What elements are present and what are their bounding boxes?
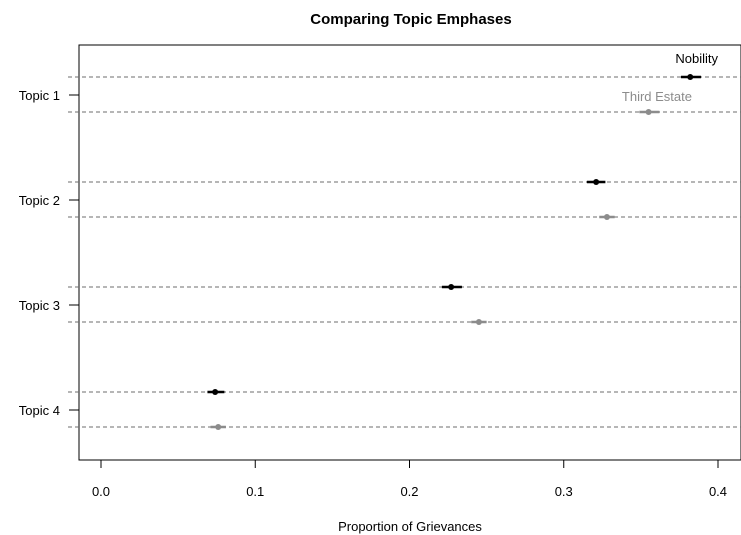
- x-tick-label: 0.3: [555, 484, 573, 499]
- chart-title: Comparing Topic Emphases: [310, 11, 511, 28]
- data-point: [475, 319, 482, 325]
- series-label-nobility: Nobility: [675, 51, 718, 66]
- y-axis: Topic 1 Topic 2 Topic 3 Topic 4: [19, 88, 79, 418]
- y-tick-label: Topic 1: [19, 88, 60, 103]
- x-axis: 0.0 0.1 0.2 0.3 0.4: [92, 459, 727, 499]
- y-tick-label: Topic 2: [19, 193, 60, 208]
- data-point: [212, 389, 219, 395]
- y-tick-label: Topic 3: [19, 298, 60, 313]
- x-axis-label: Proportion of Grievances: [338, 519, 482, 534]
- plot-marks: [207, 74, 702, 430]
- x-tick-label: 0.4: [709, 484, 727, 499]
- data-point: [593, 179, 600, 185]
- data-point: [603, 214, 610, 220]
- x-tick-label: 0.1: [246, 484, 264, 499]
- data-point: [645, 109, 652, 115]
- plot-frame: [78, 44, 741, 461]
- y-tick-label: Topic 4: [19, 403, 60, 418]
- x-tick-label: 0.0: [92, 484, 110, 499]
- data-point: [687, 74, 694, 80]
- data-point: [215, 424, 222, 430]
- x-tick-label: 0.2: [400, 484, 418, 499]
- reference-lines: [68, 76, 741, 428]
- data-point: [448, 284, 455, 290]
- series-label-third-estate: Third Estate: [622, 89, 692, 104]
